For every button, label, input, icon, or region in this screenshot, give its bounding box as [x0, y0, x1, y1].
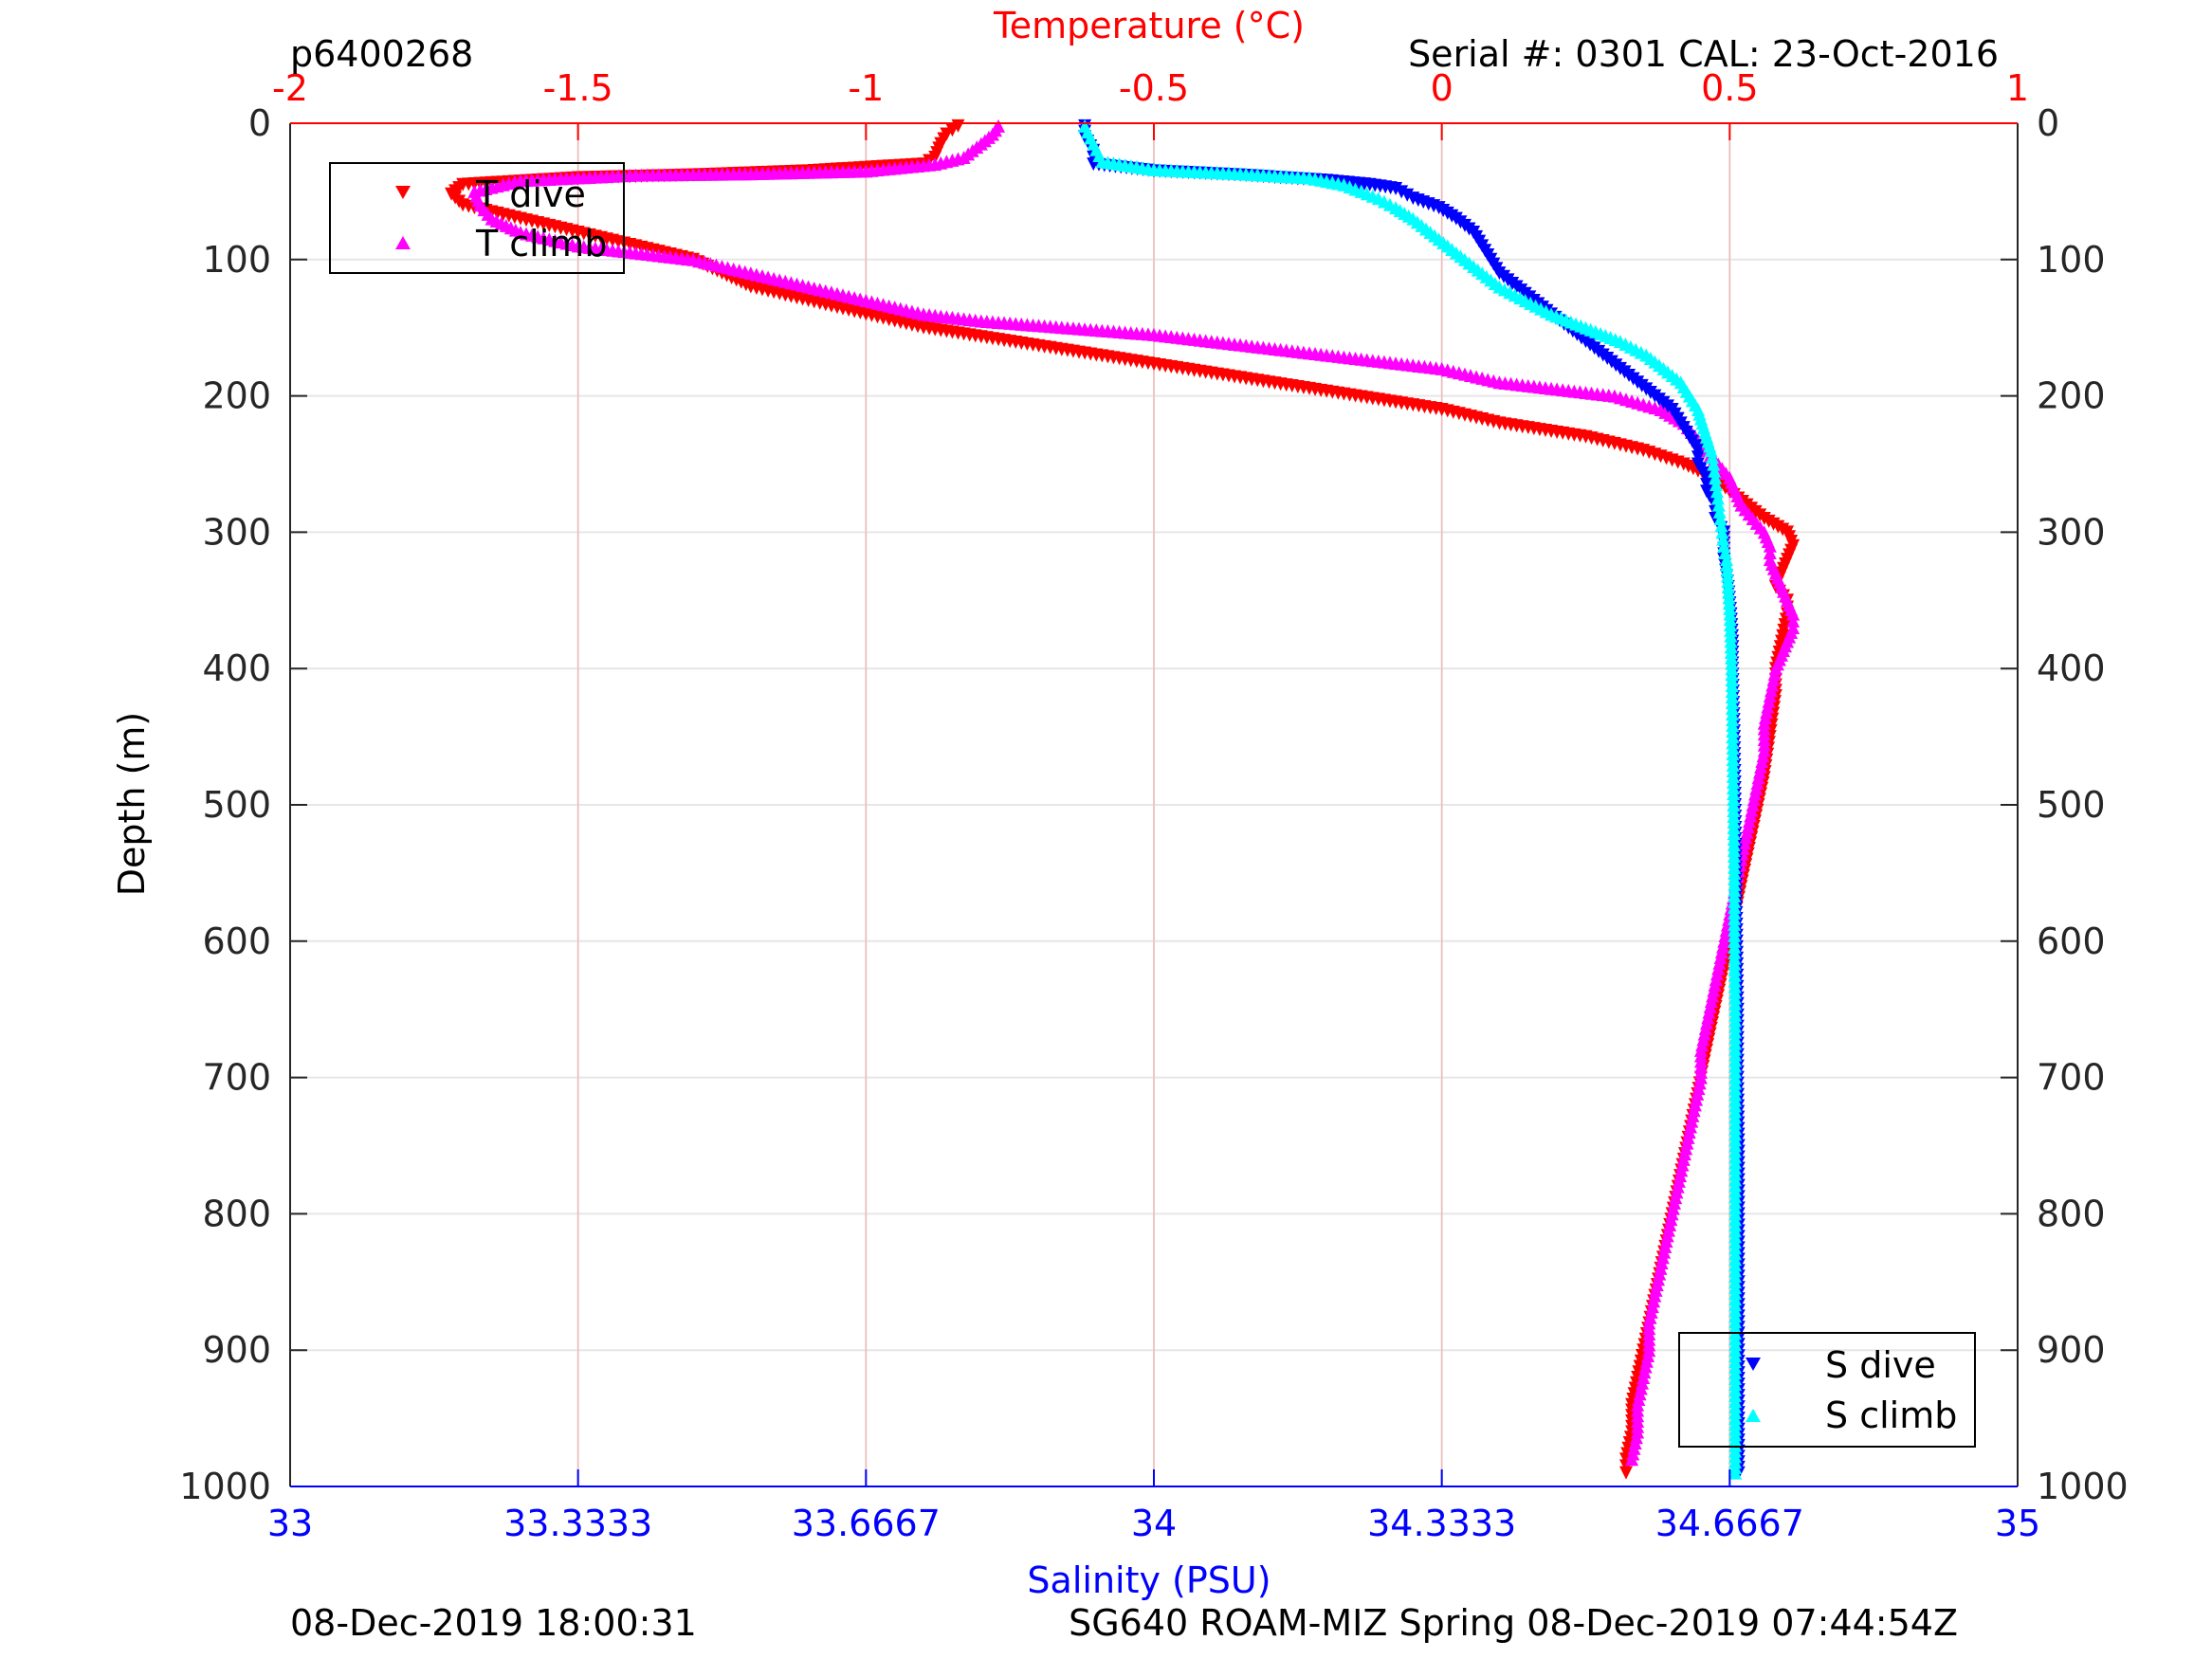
data-point: [1763, 538, 1777, 553]
depth-axis-label: Depth (m): [111, 712, 153, 897]
salinity-tick-label: 34.6667: [1655, 1503, 1804, 1544]
data-point: [1709, 478, 1724, 492]
temperature-tick-label: 0: [1431, 67, 1453, 109]
temperature-tick-label: -1: [848, 67, 884, 109]
data-point: [1709, 470, 1723, 484]
data-point: [945, 123, 960, 137]
data-point: [1713, 512, 1728, 526]
y-tick-label-left: 400: [202, 647, 271, 689]
temperature-legend: T dive T climb: [329, 162, 625, 274]
y-tick-label-right: 200: [2037, 375, 2106, 417]
salinity-tick-label: 33.6667: [792, 1503, 941, 1544]
salinity-tick-label: 33: [267, 1503, 313, 1544]
temperature-legend-box: [329, 162, 625, 274]
s-dive-legend-label: S dive: [1825, 1344, 1936, 1386]
y-tick-label-left: 900: [202, 1329, 271, 1371]
s-dive-legend-marker: [1746, 1358, 1761, 1371]
y-tick-label-right: 1000: [2037, 1466, 2129, 1507]
temperature-tick-label: -1.5: [543, 67, 613, 109]
salinity-tick-label: 35: [1995, 1503, 2040, 1544]
s-climb-legend-marker: [1746, 1409, 1761, 1422]
y-tick-label-right: 0: [2037, 102, 2059, 144]
data-point: [1700, 478, 1714, 492]
data-point: [1708, 464, 1722, 478]
y-tick-label-right: 400: [2037, 647, 2106, 689]
footer-right-text: SG640 ROAM-MIZ Spring 08-Dec-2019 07:44:…: [1069, 1602, 1958, 1644]
data-point: [1711, 498, 1726, 512]
header-right-text: Serial #: 0301 CAL: 23-Oct-2016: [1408, 33, 1999, 75]
salinity-legend: S dive S climb: [1678, 1332, 1976, 1448]
data-point: [1691, 444, 1705, 458]
temperature-tick-label: 0.5: [1701, 67, 1758, 109]
data-point: [1717, 538, 1731, 553]
y-tick-label-left: 600: [202, 921, 271, 962]
y-tick-label-left: 500: [202, 784, 271, 826]
salinity-tick-label: 34.3333: [1367, 1503, 1516, 1544]
temperature-tick-label: -2: [272, 67, 308, 109]
t-climb-legend-marker: [395, 236, 411, 249]
data-point: [1715, 525, 1729, 539]
y-tick-label-left: 100: [202, 239, 271, 281]
data-point: [1704, 444, 1718, 458]
data-point: [1712, 504, 1727, 519]
y-tick-label-right: 100: [2037, 239, 2106, 281]
data-point: [1619, 1466, 1634, 1480]
y-tick-label-right: 300: [2037, 511, 2106, 553]
salinity-legend-box: [1678, 1332, 1976, 1448]
t-dive-legend-marker: [395, 186, 411, 199]
temperature-axis-label: Temperature (°C): [993, 5, 1305, 46]
y-tick-label-right: 900: [2037, 1329, 2106, 1371]
data-point: [1714, 519, 1728, 533]
s-climb-legend-label: S climb: [1825, 1395, 1957, 1436]
y-tick-label-right: 500: [2037, 784, 2106, 826]
y-tick-label-left: 800: [202, 1193, 271, 1234]
data-point: [1786, 613, 1801, 628]
axes: 0 0 100 100 200 200 300 300 400 400 500 500 600 600 70…: [179, 67, 2128, 1544]
data-point: [1763, 545, 1777, 559]
data-point: [928, 150, 942, 164]
data-point: [1786, 607, 1801, 621]
data-point: [1625, 1452, 1639, 1467]
y-tick-label-right: 700: [2037, 1057, 2106, 1099]
y-tick-label-left: 300: [202, 511, 271, 553]
series-s-climb: [1078, 118, 1743, 1480]
y-tick-label-left: 0: [248, 102, 271, 144]
y-tick-label-left: 700: [202, 1057, 271, 1099]
temperature-tick-label: 1: [2006, 67, 2029, 109]
series-layer: [445, 118, 1801, 1480]
temperature-tick-label: -0.5: [1119, 67, 1189, 109]
data-point: [1728, 1466, 1743, 1480]
data-point: [1691, 450, 1705, 465]
header-left-text: p6400268: [290, 33, 473, 75]
data-point: [1705, 450, 1719, 465]
y-tick-label-right: 800: [2037, 1193, 2106, 1234]
data-point: [1716, 532, 1730, 546]
salinity-axis-label: Salinity (PSU): [1027, 1559, 1271, 1601]
data-point: [1718, 545, 1732, 559]
salinity-tick-label: 34: [1131, 1503, 1177, 1544]
t-dive-legend-label: T dive: [475, 173, 586, 215]
y-tick-label-left: 1000: [179, 1466, 271, 1507]
y-tick-label-right: 600: [2037, 921, 2106, 962]
data-point: [1710, 491, 1725, 505]
footer-left-text: 08-Dec-2019 18:00:31: [290, 1602, 697, 1644]
data-point: [1707, 457, 1721, 471]
salinity-tick-label: 33.3333: [503, 1503, 652, 1544]
y-tick-label-left: 200: [202, 375, 271, 417]
data-point: [1709, 484, 1724, 499]
t-climb-legend-label: T climb: [475, 223, 607, 264]
